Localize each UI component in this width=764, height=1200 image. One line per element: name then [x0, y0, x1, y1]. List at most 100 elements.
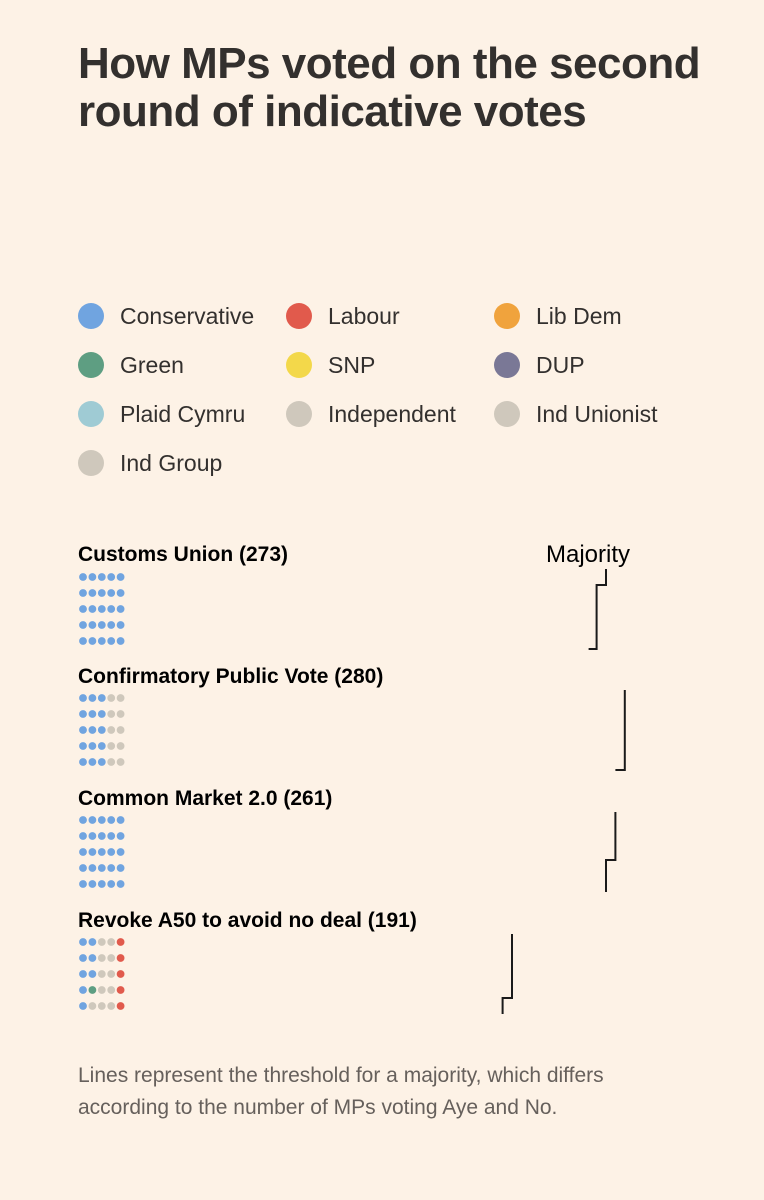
mp-dot-independent [107, 710, 116, 718]
mp-dot-conservative [88, 848, 97, 856]
mp-dot-conservative [97, 726, 106, 734]
mp-dot-independent [107, 758, 116, 766]
footnote: Lines represent the threshold for a majo… [78, 1064, 604, 1119]
mp-dot-conservative [88, 816, 97, 824]
mp-dot-independent [107, 970, 116, 978]
mp-dot-conservative [97, 589, 106, 597]
mp-dot-independent [97, 970, 106, 978]
mp-dot-conservative [97, 758, 106, 766]
vote-dots-3 [79, 938, 125, 1010]
mp-dot-conservative [116, 573, 125, 581]
mp-dot-conservative [97, 621, 106, 629]
mp-dot-conservative [79, 816, 87, 824]
legend-item-green: Green [78, 345, 184, 385]
legend-swatch-snp [286, 352, 312, 378]
legend-swatch-lib-dem [494, 303, 520, 329]
majority-threshold-line-0 [588, 569, 607, 650]
mp-dot-labour [116, 938, 125, 946]
mp-dot-labour [116, 954, 125, 962]
mp-dot-conservative [79, 758, 87, 766]
mp-dot-independent [97, 938, 106, 946]
vote-title-common-market: Common Market 2.0 (261) [78, 787, 333, 810]
legend-swatch-green [78, 352, 104, 378]
vote-dots-0 [79, 573, 125, 645]
mp-dot-conservative [79, 573, 87, 581]
legend-label-ind-unionist: Ind Unionist [536, 400, 658, 427]
mp-dot-independent [97, 986, 106, 994]
mp-dot-conservative [88, 637, 97, 645]
mp-dot-conservative [79, 864, 87, 872]
chart-title: How MPs voted on the second round of ind… [78, 39, 701, 136]
mp-dot-conservative [88, 970, 97, 978]
mp-dot-conservative [97, 848, 106, 856]
mp-dot-independent [107, 726, 116, 734]
mp-dot-green [88, 986, 97, 994]
legend-label-lib-dem: Lib Dem [536, 302, 622, 329]
mp-dot-labour [116, 1002, 125, 1010]
vote-title-customs-union: Customs Union (273) [78, 543, 289, 566]
mp-dot-conservative [116, 880, 125, 888]
mp-dot-conservative [88, 710, 97, 718]
mp-dot-independent [116, 742, 125, 750]
mp-dot-conservative [79, 832, 87, 840]
legend-swatch-ind-group [78, 450, 104, 476]
mp-dot-conservative [88, 621, 97, 629]
mp-dot-conservative [116, 816, 125, 824]
mp-dot-conservative [116, 605, 125, 613]
mp-dot-conservative [116, 864, 125, 872]
mp-dot-conservative [79, 742, 87, 750]
mp-dot-conservative [88, 605, 97, 613]
mp-dot-conservative [107, 816, 116, 824]
legend-item-ind-group: Ind Group [78, 443, 222, 483]
mp-dot-labour [116, 970, 125, 978]
mp-dot-independent [116, 694, 125, 702]
mp-dot-independent [116, 758, 125, 766]
mp-dot-conservative [88, 742, 97, 750]
mp-dot-conservative [79, 938, 87, 946]
legend-label-independent: Independent [328, 400, 456, 427]
mp-dot-conservative [88, 954, 97, 962]
mp-dot-conservative [79, 710, 87, 718]
mp-dot-independent [107, 954, 116, 962]
mp-dot-independent [116, 710, 125, 718]
legend-item-dup: DUP [494, 345, 585, 385]
legend-label-green: Green [120, 351, 184, 378]
mp-dot-conservative [79, 621, 87, 629]
mp-dot-independent [88, 1002, 97, 1010]
mp-dot-conservative [79, 954, 87, 962]
mp-dot-conservative [107, 605, 116, 613]
legend-item-conservative: Conservative [78, 296, 254, 336]
legend-swatch-plaid-cymru [78, 401, 104, 427]
mp-dot-conservative [88, 694, 97, 702]
mp-dot-conservative [107, 832, 116, 840]
mp-dot-conservative [88, 938, 97, 946]
legend-label-labour: Labour [328, 302, 400, 329]
legend-label-ind-group: Ind Group [120, 449, 223, 476]
mp-dot-independent [107, 986, 116, 994]
mp-dot-conservative [88, 864, 97, 872]
majority-threshold-line-2 [605, 812, 617, 892]
mp-dot-conservative [79, 726, 87, 734]
mp-dot-independent [107, 694, 116, 702]
mp-dot-conservative [107, 864, 116, 872]
mp-dot-conservative [79, 694, 87, 702]
mp-dot-conservative [107, 637, 116, 645]
legend-item-lib-dem: Lib Dem [494, 296, 622, 336]
mp-dot-independent [107, 1002, 116, 1010]
legend-label-snp: SNP [328, 351, 376, 378]
vote-dots-1 [79, 694, 125, 766]
legend-item-plaid-cymru: Plaid Cymru [78, 394, 245, 434]
mp-dot-conservative [79, 589, 87, 597]
mp-dot-conservative [97, 816, 106, 824]
mp-dot-independent [97, 954, 106, 962]
mp-dot-conservative [88, 832, 97, 840]
majority-threshold-line-1 [615, 690, 626, 771]
majority-threshold-line-3 [501, 934, 513, 1014]
mp-dot-conservative [107, 848, 116, 856]
mp-dot-conservative [88, 758, 97, 766]
mp-dot-conservative [88, 880, 97, 888]
mp-dot-conservative [97, 694, 106, 702]
mp-dot-conservative [79, 970, 87, 978]
legend-label-plaid-cymru: Plaid Cymru [120, 400, 246, 427]
